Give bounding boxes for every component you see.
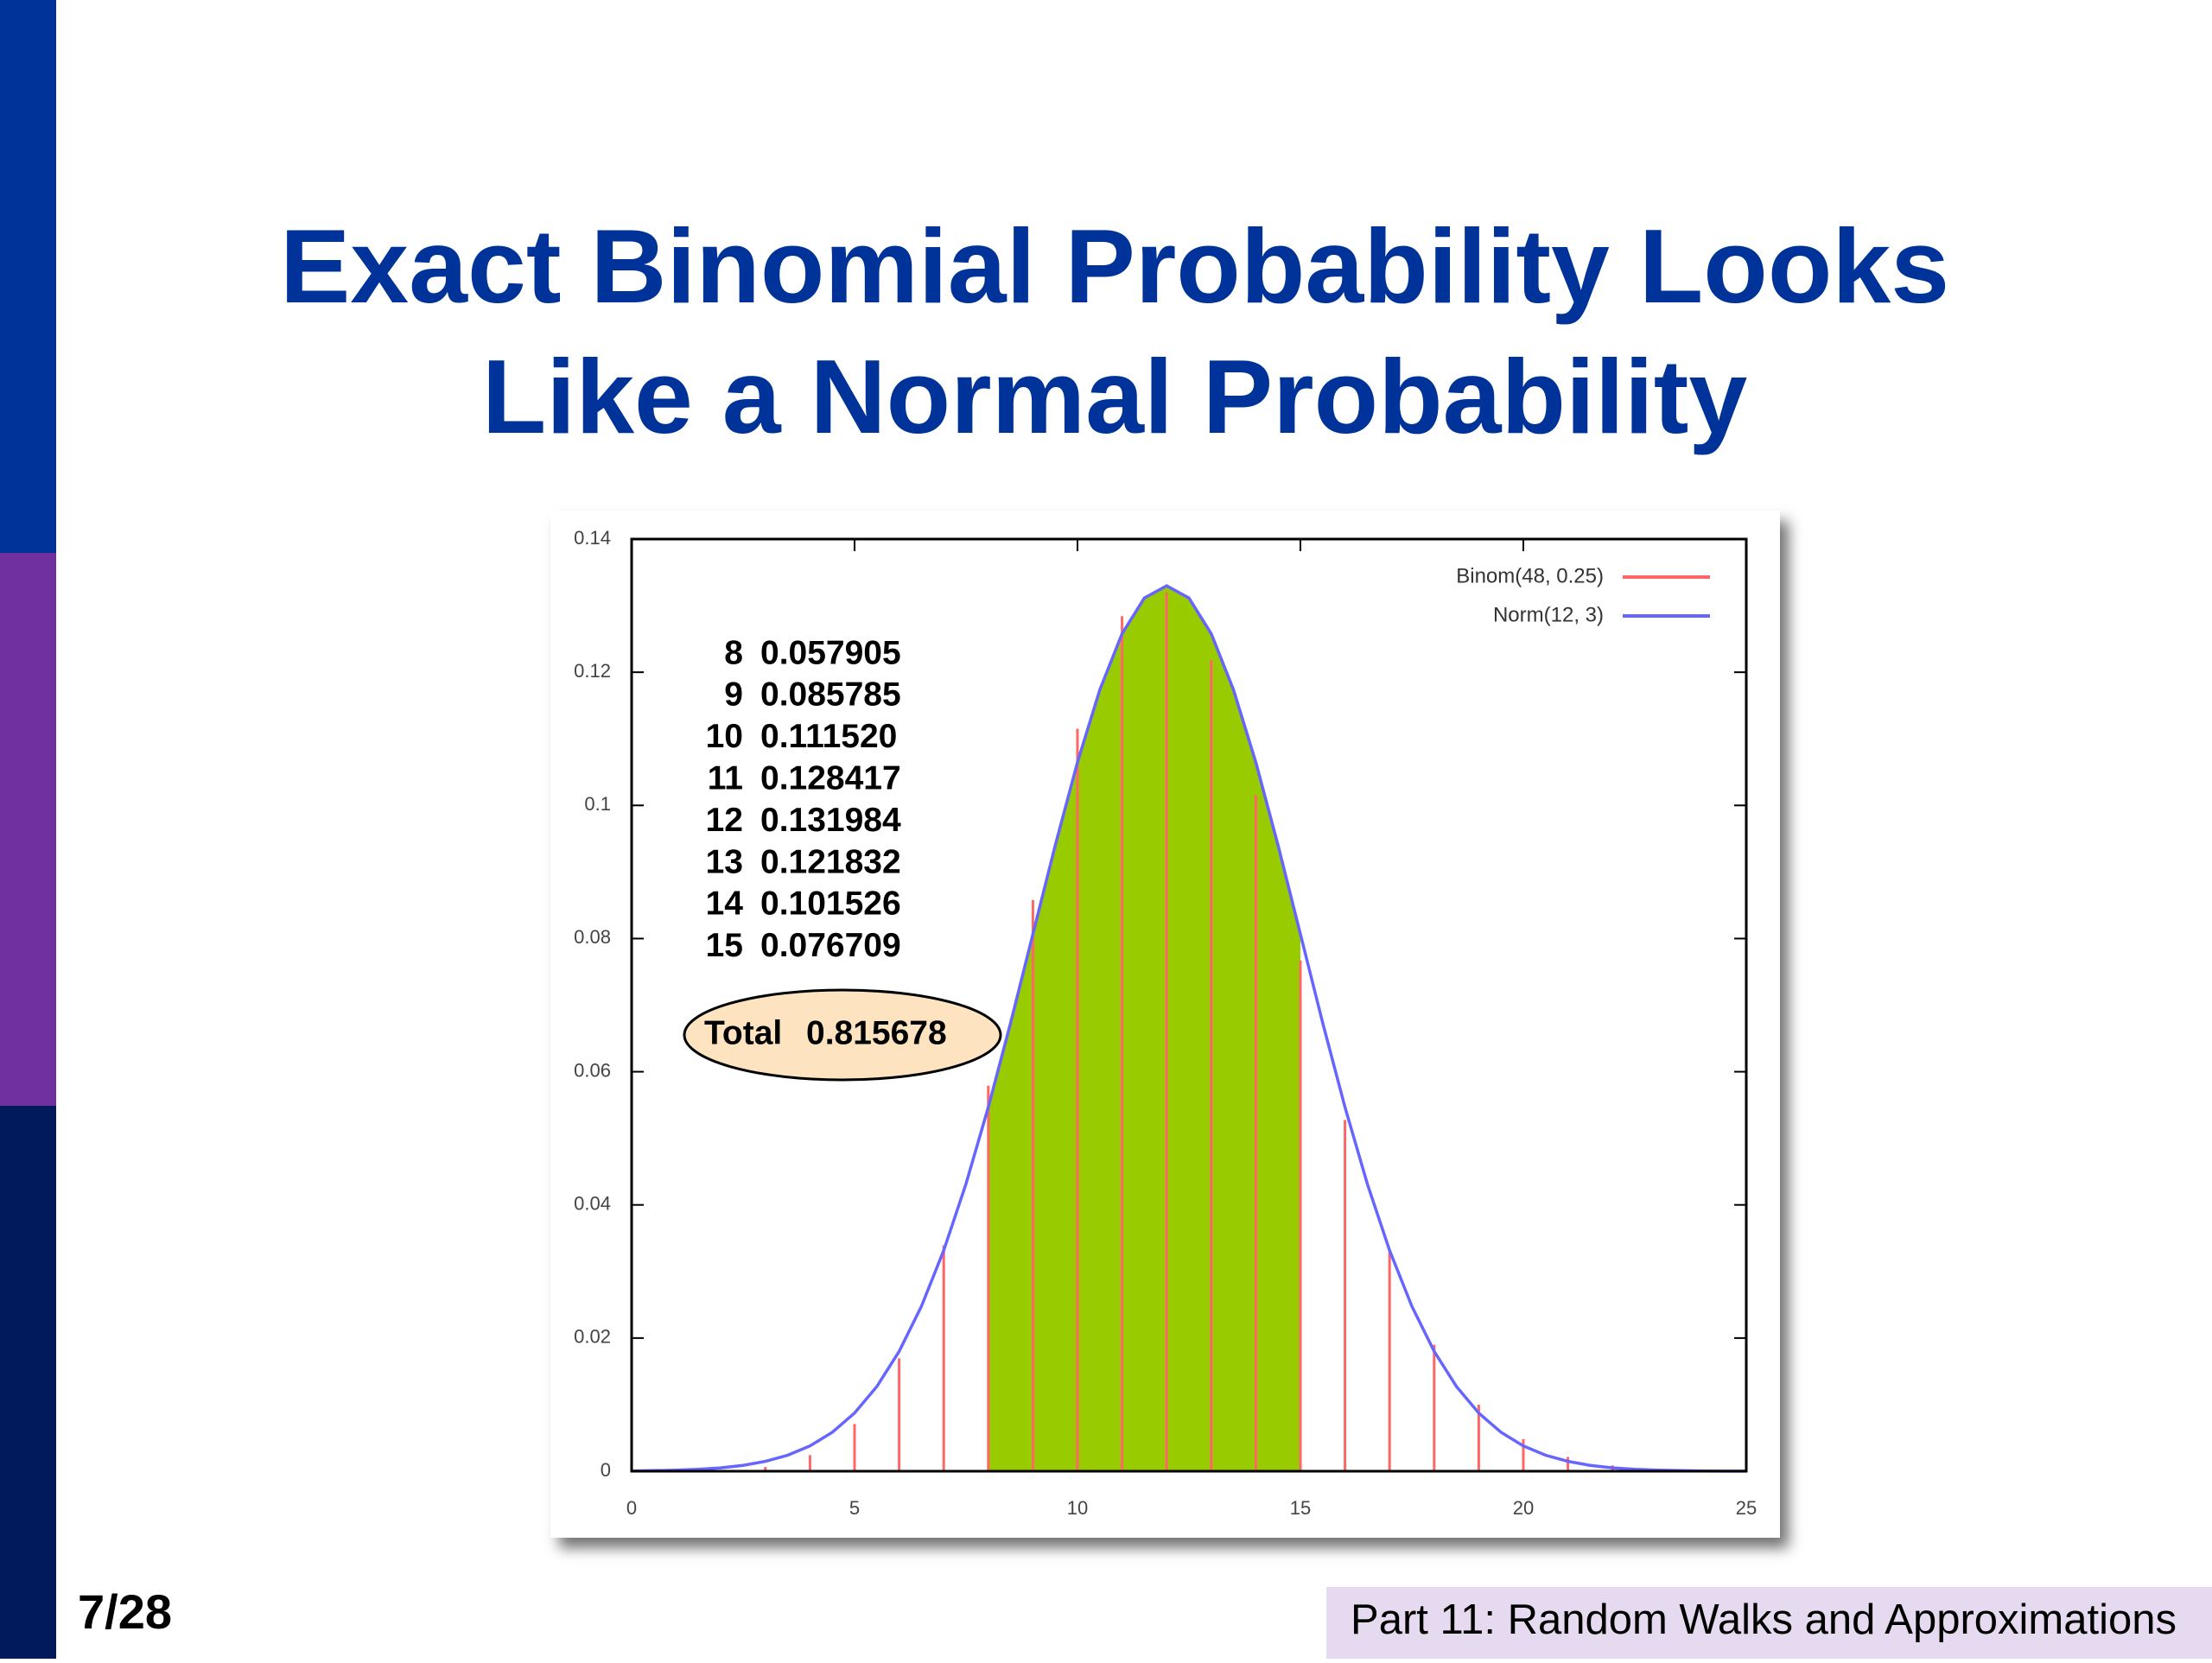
plot: 0 0.02 0.04 0.06 0.08 0.1 0.12 0.14 0 5 10 15 20 25 Bi… [574,527,1757,1519]
y-tick-label: 0.04 [574,1193,611,1215]
side-bar [0,553,56,1106]
x-tick-label: 5 [849,1497,860,1519]
table-key: 9 [724,676,743,714]
x-tick-label: 20 [1513,1497,1534,1519]
slide-title: Like a Normal Probability [482,338,1748,455]
legend-label: Norm(12, 3) [1493,603,1604,626]
table-key: 13 [706,843,743,880]
table-key: 14 [706,885,744,923]
plot-frame [630,537,1748,1473]
footer-box [1326,1587,2212,1659]
y-tick-label: 0.02 [574,1326,611,1348]
side-bar [0,0,56,553]
table-key: 10 [706,718,743,755]
x-tick-label: 0 [626,1497,637,1519]
y-tick-label: 0.06 [574,1059,611,1081]
y-tick-label: 0 [601,1459,611,1481]
table-key: 12 [706,802,743,839]
footer-text: Part 11: Random Walks and Approximations [1351,1596,2177,1643]
total-callout [683,988,1002,1082]
total-label: Total [704,1014,782,1051]
page-number: 7/28 [78,1584,172,1639]
table-key: 8 [724,634,743,671]
side-bar [0,1106,56,1659]
table-value: 0.131984 [760,802,901,839]
table-key: 15 [706,927,743,964]
table-key: 11 [708,759,743,797]
table-value: 0.101526 [760,885,901,923]
y-tick-label: 0.08 [574,926,611,948]
curve [631,584,1747,1473]
table-value: 0.057905 [760,634,901,671]
table-value: 0.076709 [760,927,901,964]
x-tick-label: 10 [1067,1497,1088,1519]
total-value: 0.815678 [806,1014,947,1051]
y-tick-label: 0.1 [584,793,611,815]
x-tick-label: 25 [1736,1497,1757,1519]
slide-title: Exact Binomial Probability Looks [280,207,1949,325]
y-tick-label: 0.12 [574,660,611,682]
y-tick-label: 0.14 [574,527,611,549]
x-tick-label: 15 [1290,1497,1311,1519]
table-value: 0.128417 [760,759,901,797]
legend-label: Binom(48, 0.25) [1456,564,1604,587]
table-value: 0.121832 [760,843,901,880]
table-value: 0.085785 [760,676,901,714]
table-value: 0.111520 [760,718,897,755]
